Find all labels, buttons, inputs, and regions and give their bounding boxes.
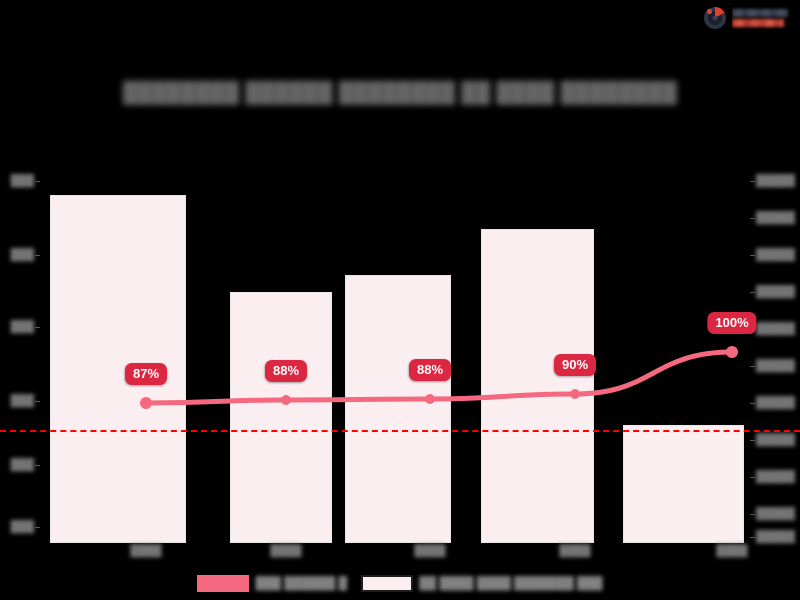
left-axis-tick-label-0: ███ [10,175,34,187]
right-axis-tick-label-5: █████ [756,360,795,372]
right-axis-tick-label-0: █████ [756,175,795,187]
right-axis-tick-label-6: █████ [756,397,795,409]
legend-item-0[interactable]: ███ ██████ █ [197,574,348,592]
right-axis-tick-3 [750,292,755,293]
left-axis-tick-label-5: ███ [10,521,34,533]
right-axis-tick-9 [750,514,755,515]
data-label-3: 90% [553,354,597,376]
legend-swatch-0 [197,574,250,592]
brand-logo[interactable] [702,3,794,33]
line-marker-4[interactable] [726,346,738,358]
bar-3[interactable] [481,229,594,543]
chart-legend: ███ ██████ █ ██ ████ ████ ███████ ███ [0,572,800,594]
data-label-1: 88% [264,360,308,382]
left-axis-tick-3 [35,401,40,402]
legend-label-1: ██ ████ ████ ███████ ███ [419,576,603,590]
left-axis: ███ ███ ███ ███ ███ ███ [0,175,40,543]
right-axis: █████ █████ █████ █████ █████ █████ █████ █████… [750,175,800,543]
left-axis-tick-label-3: ███ [10,395,34,407]
right-axis-tick-label-1: █████ [756,212,795,224]
x-category-label-4: ████ [716,545,748,557]
left-axis-tick-label-4: ███ [10,459,34,471]
right-axis-tick-0 [750,181,755,182]
x-category-label-1: ████ [270,545,302,557]
logo-wordmark [732,7,794,29]
right-axis-tick-label-3: █████ [756,286,795,298]
right-axis-tick-2 [750,255,755,256]
right-axis-tick-label-7: █████ [756,434,795,446]
logo-wordmark-bottom [732,19,784,27]
data-label-0: 87% [124,363,168,385]
right-axis-tick-label-4: █████ [756,323,795,335]
right-axis-tick-7 [750,440,755,441]
left-axis-tick-5 [35,527,40,528]
left-axis-tick-4 [35,465,40,466]
logo-wordmark-top [732,9,788,17]
left-axis-tick-2 [35,327,40,328]
x-category-label-3: ████ [559,545,591,557]
x-category-label-0: ████ [130,545,162,557]
right-axis-tick-label-8: █████ [756,471,795,483]
right-axis-tick-10 [750,537,755,538]
bar-2[interactable] [345,275,451,543]
data-label-4: 100% [707,312,757,334]
legend-label-0: ███ ██████ █ [255,576,348,590]
x-axis-categories: ████ ████ ████ ████ ████ [40,545,750,563]
data-label-2: 88% [408,359,452,381]
bar-4[interactable] [623,425,744,543]
left-axis-tick-label-2: ███ [10,321,34,333]
right-axis-tick-label-9: █████ [756,508,795,520]
right-axis-tick-5 [750,366,755,367]
right-axis-tick-8 [750,477,755,478]
bar-1[interactable] [230,292,332,543]
legend-item-1[interactable]: ██ ████ ████ ███████ ███ [361,574,603,592]
right-axis-tick-label-10: █████ [756,531,795,543]
chart-title-text: ████████ ██████ ████████ ██ ████ ███████… [122,81,678,104]
right-axis-tick-label-2: █████ [756,249,795,261]
x-category-label-2: ████ [414,545,446,557]
right-axis-tick-1 [750,218,755,219]
left-axis-tick-1 [35,255,40,256]
right-axis-tick-6 [750,403,755,404]
logo-mark-icon [702,5,728,31]
legend-swatch-1 [361,574,414,592]
plot-area: 87% 88% 88% 90% 100% [0,175,800,543]
reference-threshold-line [0,430,800,432]
left-axis-tick-label-1: ███ [10,249,34,261]
chart-title: ████████ ██████ ████████ ██ ████ ███████… [0,78,800,108]
left-axis-tick-0 [35,181,40,182]
